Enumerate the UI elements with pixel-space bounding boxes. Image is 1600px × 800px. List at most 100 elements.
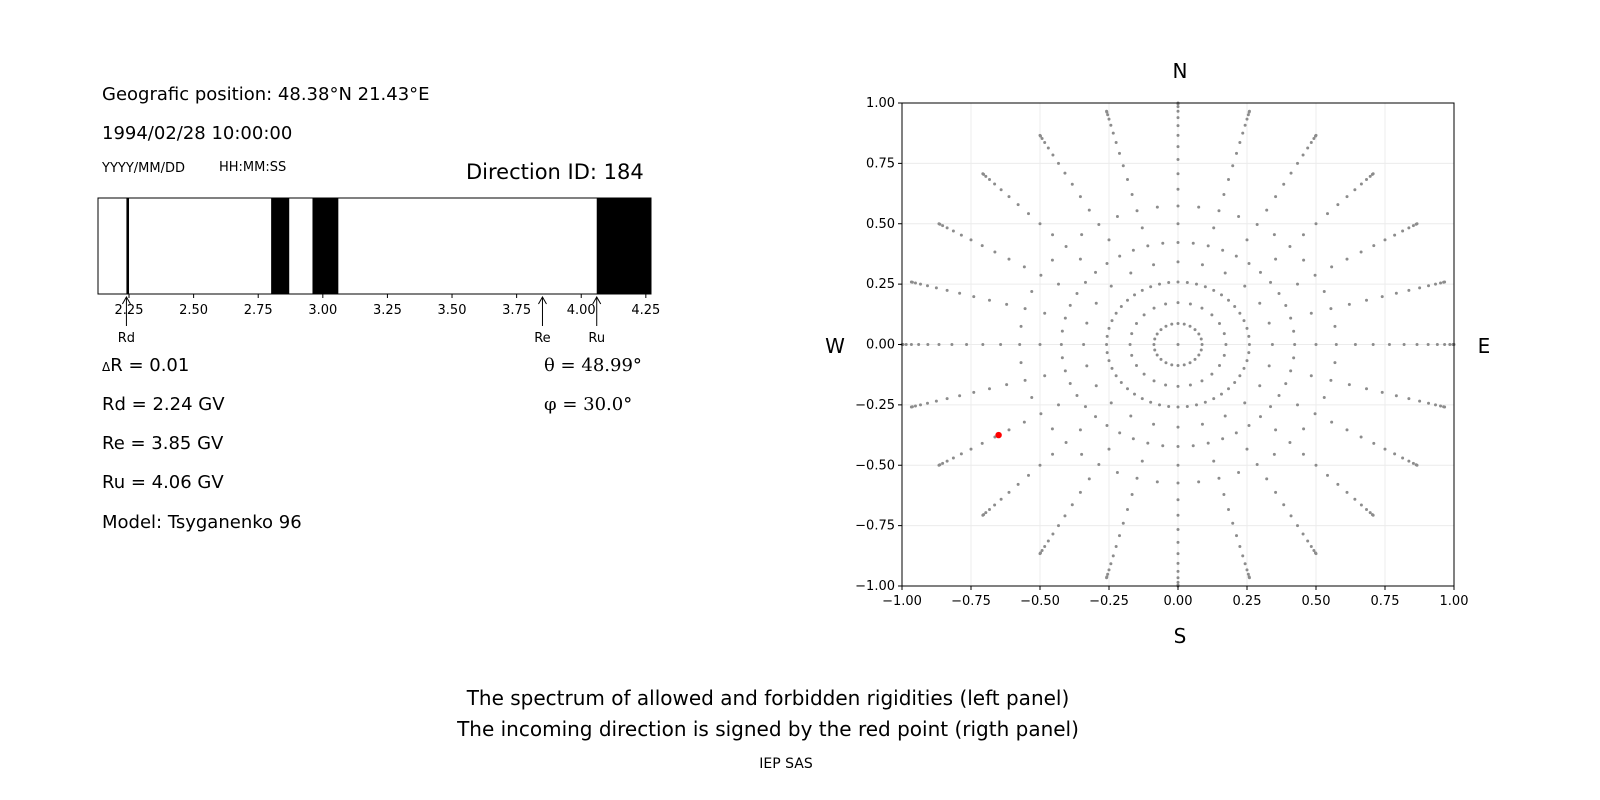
direction-point [1152,306,1156,310]
x-tick-label: 0.25 [1233,594,1262,609]
direction-point [1153,337,1157,341]
phi-value: φ = 30.0° [544,394,633,415]
direction-point [1007,195,1011,199]
direction-point [980,441,984,445]
direction-point [925,401,929,405]
direction-point [1333,324,1337,328]
y-tick-label: −1.00 [855,579,895,594]
direction-point [1063,369,1067,373]
direction-point [1109,284,1113,288]
direction-point [1247,343,1251,346]
direction-point [1231,164,1235,168]
direction-point [1233,381,1237,385]
polar-ticks: −1.00 −0.75 −0.50 −0.25 0.00 0.25 0.50 0.75 1.00… [855,96,1468,609]
direction-point [1056,403,1060,407]
direction-point [1242,319,1246,323]
x-tick-label: 4.25 [631,303,660,318]
compass-south: S [1174,624,1187,648]
direction-point [1314,463,1318,467]
direction-point [1105,262,1109,266]
direction-point [993,250,997,254]
direction-point [1309,545,1313,549]
direction-point [1200,379,1204,383]
direction-point [1046,539,1050,543]
direction-point [1345,490,1349,494]
direction-point [1130,492,1134,496]
direction-point [1114,545,1118,549]
direction-point [1176,145,1180,149]
direction-point [1439,404,1443,408]
direction-point [987,178,991,182]
y-tick-label: 0.25 [866,277,895,292]
y-tick-label: −0.25 [855,398,895,413]
direction-point [1114,374,1118,378]
direction-point [1210,313,1214,317]
direction-point [1284,382,1288,386]
direction-point [1064,440,1068,444]
direction-point [1246,113,1250,117]
direction-point [1301,532,1305,536]
x-tick-label: 3.25 [373,303,402,318]
direction-point [1235,151,1239,155]
direction-point [1185,281,1189,285]
direction-point [1176,222,1180,226]
direction-point [969,238,973,242]
direction-point [1007,428,1011,432]
direction-point [1121,164,1125,168]
direction-point [1199,348,1203,352]
direction-point [1158,282,1162,286]
direction-point [1418,399,1422,403]
direction-point [1289,316,1293,320]
direction-point [1105,576,1109,580]
direction-point [1206,441,1210,445]
direction-point [1023,378,1027,382]
direction-point [1427,401,1431,405]
direction-point [1394,394,1398,398]
direction-point [1224,343,1228,346]
y-tick-label: 1.00 [866,96,895,111]
direction-point [1130,332,1134,336]
direction-point [1080,233,1084,237]
direction-point [959,233,963,237]
direction-point [1247,576,1251,580]
direction-point [1068,382,1072,386]
direction-point [1111,131,1115,135]
direction-point [1245,447,1249,451]
time-format-label: HH:MM:SS [219,160,287,175]
direction-point [1245,359,1249,363]
direction-point [1038,463,1042,467]
direction-point [1274,257,1278,261]
direction-point [1023,307,1027,311]
direction-point [1247,423,1251,427]
direction-point [1142,313,1146,317]
direction-point [1267,321,1271,325]
direction-point [1155,480,1159,484]
direction-point [1347,383,1351,387]
direction-point [1107,117,1111,121]
direction-point [1353,343,1357,346]
direction-point [1221,248,1225,252]
direction-point [1407,397,1411,401]
credit: IEP SAS [759,756,813,772]
direction-point [1059,343,1063,346]
direction-point [1200,343,1204,346]
direction-point [918,403,922,407]
direction-point [1068,303,1072,307]
direction-point [1288,440,1292,444]
direction-point [1111,554,1115,558]
direction-point [1114,311,1118,315]
direction-point [937,463,941,467]
direction-point [1326,212,1330,216]
direction-point [1107,568,1111,572]
direction-point [1050,258,1054,262]
direction-point [1106,572,1110,576]
direction-point [1176,481,1180,485]
direction-point [1152,422,1156,426]
direction-point [1135,476,1139,480]
direction-point [1309,311,1313,315]
spectrum-x-ticks: 2.25 2.50 2.75 3.00 3.25 3.50 3.75 4.00 4.25 [115,294,660,318]
direction-point [1426,343,1430,346]
direction-point [950,343,954,346]
marker-arrow-head [538,295,547,305]
direction-point [1200,263,1204,267]
